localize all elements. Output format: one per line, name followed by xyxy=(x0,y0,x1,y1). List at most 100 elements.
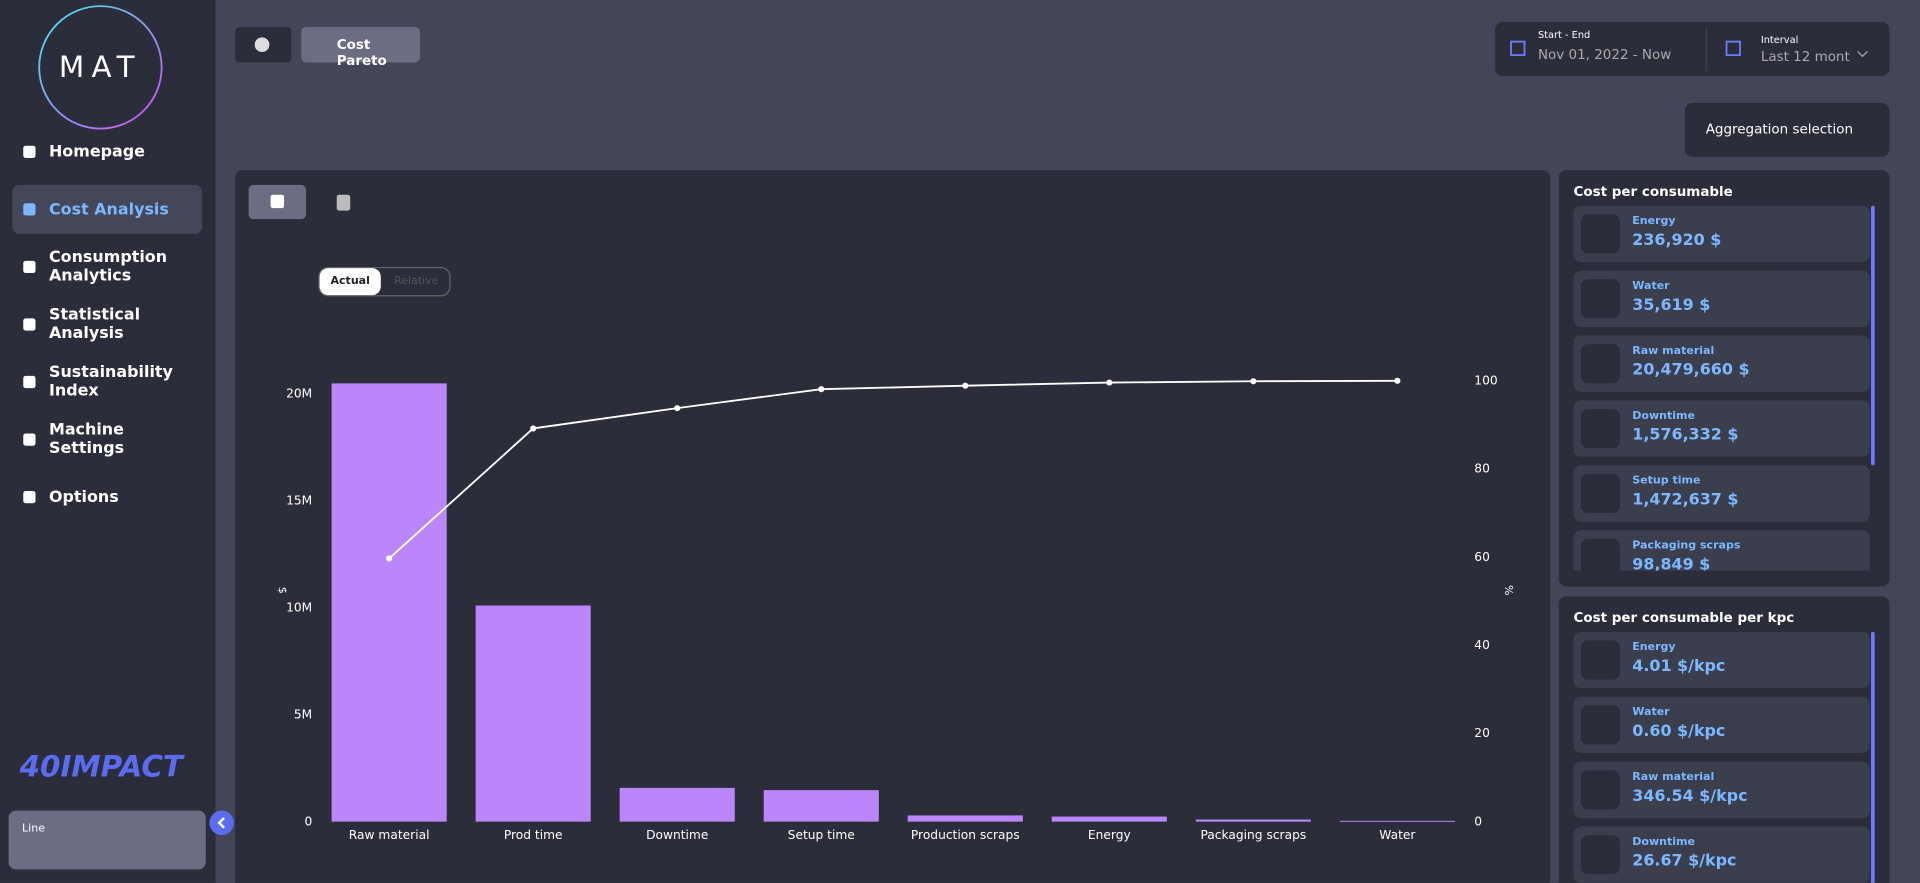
bar xyxy=(1339,820,1455,822)
nav-item[interactable]: Homepage xyxy=(12,127,202,176)
consumable-card: Raw material 20,479,660 $ xyxy=(1573,335,1870,392)
consumable-card: Downtime 1,576,332 $ xyxy=(1573,400,1870,457)
date-value: Nov 01, 2022 - Now xyxy=(1537,46,1672,63)
y-tick-label: 5M xyxy=(294,707,312,721)
card-icon xyxy=(1580,538,1621,571)
nav-item[interactable]: Sustainability Index xyxy=(12,358,202,407)
consumable-card: Setup time 1,472,637 $ xyxy=(1573,465,1870,522)
y2-tick-label: 100 xyxy=(1474,373,1497,387)
x-tick-label: Packaging scraps xyxy=(1200,828,1306,842)
actual-button[interactable]: Actual xyxy=(319,268,381,296)
x-tick-label: Downtime xyxy=(646,828,708,842)
logo-text: MAT xyxy=(59,50,142,84)
y2-axis-label: % xyxy=(1502,585,1515,595)
y-tick-label: 20M xyxy=(286,386,312,400)
card-list: Energy 4.01 $/kpc Water 0.60 $/kpc Raw mater… xyxy=(1559,631,1890,883)
x-tick-label: Energy xyxy=(1088,828,1131,842)
card-list: Energy 236,920 $ Water 35,619 $ Raw material… xyxy=(1559,205,1890,571)
line-point xyxy=(386,555,393,562)
card-name: Raw material xyxy=(1632,345,1715,358)
card-icon xyxy=(1580,408,1621,449)
card-value: 236,920 $ xyxy=(1632,231,1722,250)
card-value: 346.54 $/kpc xyxy=(1632,787,1748,806)
relative-button[interactable]: Relative xyxy=(394,275,439,288)
consumable-card: Packaging scraps 98,849 $ xyxy=(1573,530,1870,571)
collapse-button[interactable] xyxy=(209,810,234,836)
card-name: Downtime xyxy=(1632,410,1696,423)
card-value: 1,472,637 $ xyxy=(1632,491,1739,510)
card-value: 20,479,660 $ xyxy=(1632,361,1750,380)
logo: MAT xyxy=(38,5,163,130)
card-icon xyxy=(1580,770,1621,810)
pareto-tab[interactable]: Cost Pareto xyxy=(301,26,421,69)
card-value: 4.01 $/kpc xyxy=(1632,657,1726,676)
chart-panel: Actual Relative xyxy=(235,170,1551,883)
card-value: 26.67 $/kpc xyxy=(1632,852,1737,871)
card-name: Setup time xyxy=(1632,475,1701,488)
scrollbar xyxy=(1871,205,1875,466)
card-name: Energy xyxy=(1632,215,1676,228)
scrollbar xyxy=(1871,631,1875,883)
y2-tick-label: 80 xyxy=(1474,462,1490,476)
line-point xyxy=(1106,379,1113,386)
consumable-card: Water 35,619 $ xyxy=(1573,270,1870,327)
card-icon xyxy=(1580,279,1621,319)
y2-tick-label: 40 xyxy=(1474,638,1490,652)
card-name: Water xyxy=(1632,280,1670,293)
card-name: Raw material xyxy=(1632,771,1715,784)
card-name: Downtime xyxy=(1632,836,1696,849)
card-icon xyxy=(1580,835,1621,875)
card-value: 35,619 $ xyxy=(1632,296,1711,315)
card-icon xyxy=(1580,705,1621,745)
interval-label: Interval xyxy=(1760,34,1799,46)
card-name: Water xyxy=(1632,706,1670,719)
nav-item[interactable]: Options xyxy=(12,473,202,522)
date-picker[interactable]: Start - End Nov 01, 2022 - Now Interval … xyxy=(1495,22,1890,76)
chart-view-button[interactable] xyxy=(248,184,307,220)
pie-tab[interactable] xyxy=(235,26,292,63)
panel-title: Cost per consumable per kpc xyxy=(1573,609,1795,626)
aggregation-select[interactable]: Aggregation selection xyxy=(1684,102,1890,157)
line-point xyxy=(1394,377,1401,384)
line-select[interactable]: Line xyxy=(8,810,206,870)
consumable-card: Downtime 26.67 $/kpc xyxy=(1573,826,1870,883)
x-tick-label: Production scraps xyxy=(911,828,1020,842)
card-icon xyxy=(1580,473,1621,514)
table-view-button[interactable] xyxy=(336,192,353,212)
y2-tick-label: 60 xyxy=(1474,550,1490,564)
card-value: 98,849 $ xyxy=(1632,555,1711,571)
bar xyxy=(619,787,735,822)
nav-item[interactable]: Consumption Analytics xyxy=(12,242,202,291)
nav-item[interactable]: Machine Settings xyxy=(12,415,202,464)
line-point xyxy=(674,405,681,412)
y-axis-label: $ xyxy=(276,587,289,594)
bar xyxy=(907,815,1023,822)
card-name: Energy xyxy=(1632,641,1676,654)
y2-tick-label: 0 xyxy=(1474,814,1482,828)
panel-title: Cost per consumable xyxy=(1573,183,1733,200)
interval-value: Last 12 mont xyxy=(1760,48,1850,65)
x-tick-label: Raw material xyxy=(349,828,430,842)
y-tick-label: 15M xyxy=(286,493,312,507)
card-icon xyxy=(1580,640,1621,680)
consumable-card: Water 0.60 $/kpc xyxy=(1573,696,1870,754)
consumable-card: Energy 236,920 $ xyxy=(1573,205,1870,263)
card-name: Packaging scraps xyxy=(1632,540,1741,553)
line-point xyxy=(530,425,537,432)
bar xyxy=(1195,819,1311,822)
nav-item[interactable]: Statistical Analysis xyxy=(12,300,202,349)
cumulative-line xyxy=(388,379,1398,560)
line-point xyxy=(962,382,969,389)
card-value: 1,576,332 $ xyxy=(1632,426,1739,445)
card-icon xyxy=(1580,214,1621,254)
x-tick-label: Prod time xyxy=(504,828,563,842)
nav-item[interactable]: Cost Analysis xyxy=(12,184,203,234)
line-point xyxy=(818,386,825,393)
brand: 40IMPACT xyxy=(19,749,183,784)
y-tick-label: 10M xyxy=(286,600,312,614)
x-tick-label: Water xyxy=(1379,828,1416,842)
line-point xyxy=(1250,378,1257,385)
